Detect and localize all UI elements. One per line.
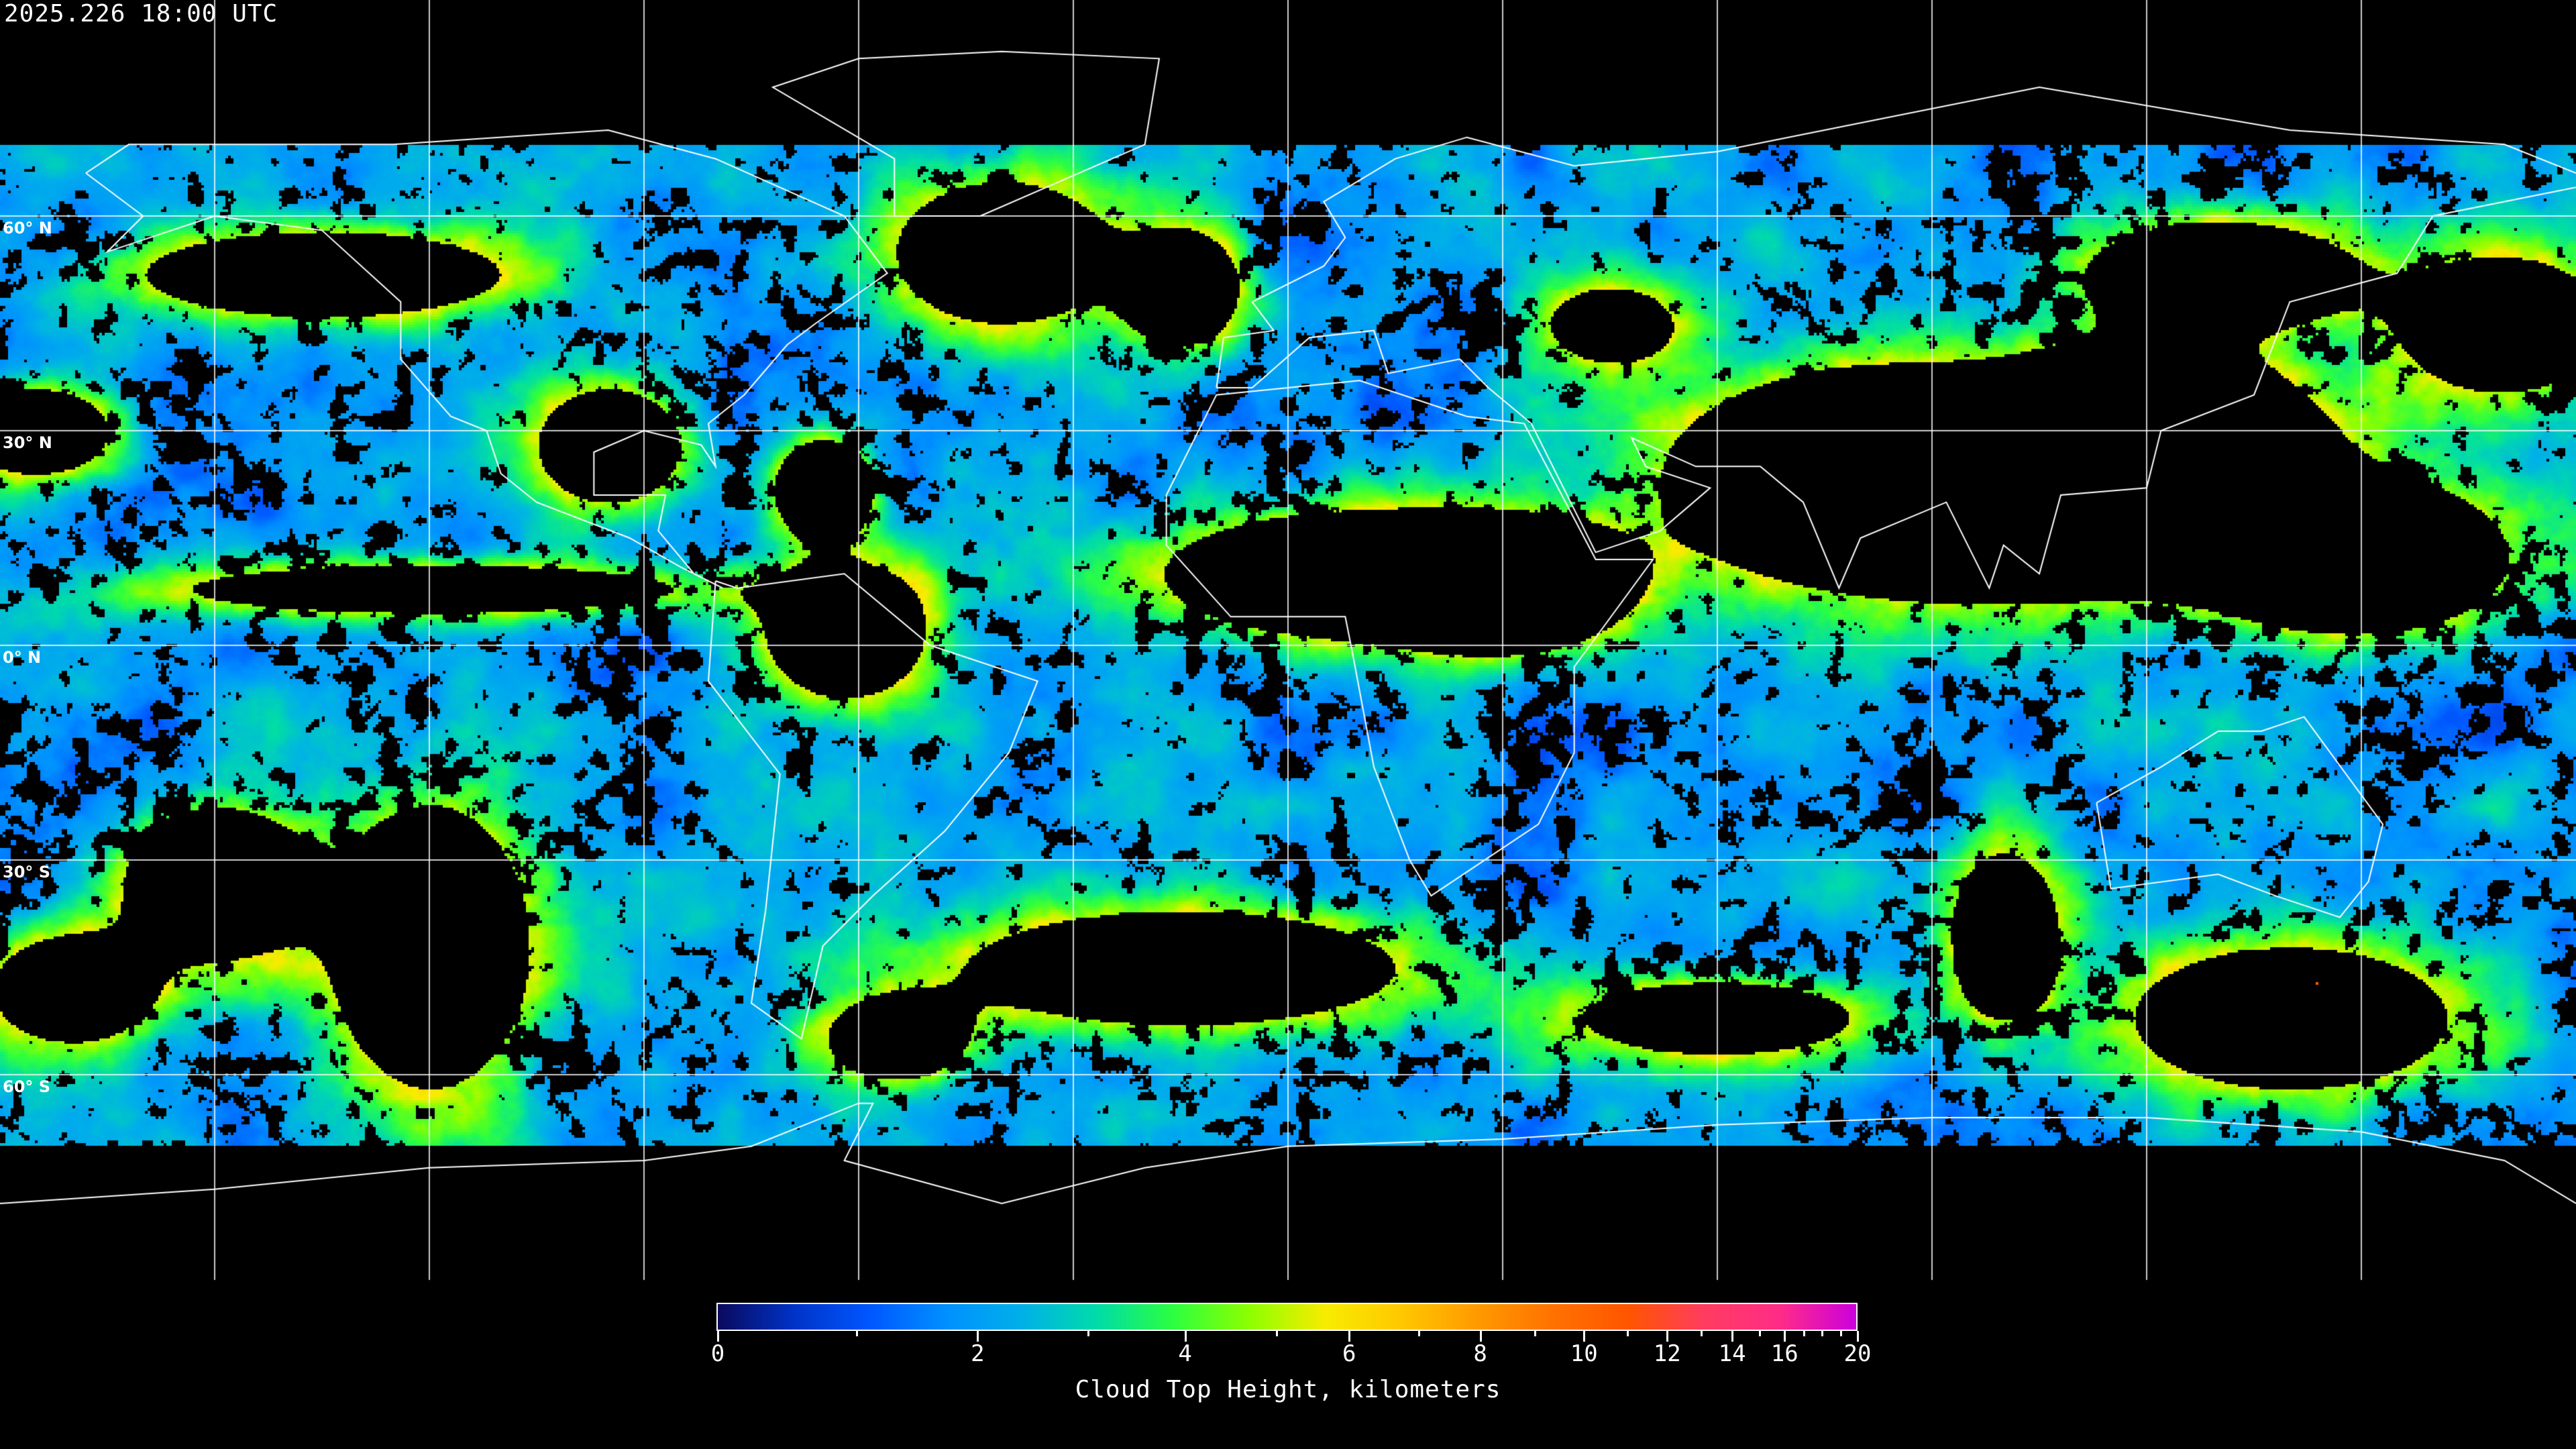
colorbar-tick-label: 16 — [1770, 1340, 1799, 1367]
colorbar-minor-tick — [1701, 1331, 1703, 1336]
colorbar-tick-label: 10 — [1570, 1340, 1598, 1367]
colorbar-major-tick — [717, 1331, 719, 1342]
latitude-label: 60° S — [3, 1077, 51, 1096]
colorbar-tick-label: 12 — [1653, 1340, 1681, 1367]
colorbar-minor-tick — [1839, 1331, 1842, 1336]
colorbar-minor-tick — [1275, 1331, 1278, 1336]
colorbar-major-tick — [1857, 1331, 1859, 1342]
latitude-label: 30° S — [3, 863, 51, 881]
latitude-label: 30° N — [3, 433, 52, 452]
latitude-label: 0° N — [3, 648, 42, 667]
colorbar-minor-tick — [856, 1331, 859, 1336]
colorbar-tick-label: 6 — [1342, 1340, 1356, 1367]
colorbar-major-tick — [1479, 1331, 1482, 1342]
colorbar-minor-tick — [1087, 1331, 1090, 1336]
colorbar — [716, 1303, 1858, 1331]
colorbar-minor-tick — [1417, 1331, 1420, 1336]
colorbar-tick-label: 2 — [971, 1340, 985, 1367]
colorbar-tick-label: 0 — [710, 1340, 725, 1367]
colorbar-title: Cloud Top Height, kilometers — [1075, 1376, 1501, 1403]
colorbar-minor-tick — [1534, 1331, 1537, 1336]
cloud-top-height-map — [0, 0, 2576, 1288]
colorbar-minor-tick — [1821, 1331, 1824, 1336]
colorbar-tick-label: 8 — [1473, 1340, 1487, 1367]
colorbar-major-tick — [1184, 1331, 1187, 1342]
colorbar-major-tick — [1348, 1331, 1351, 1342]
colorbar-minor-tick — [1758, 1331, 1761, 1336]
colorbar-major-tick — [1666, 1331, 1669, 1342]
latitude-label: 60° N — [3, 219, 52, 237]
colorbar-major-tick — [977, 1331, 979, 1342]
colorbar-major-tick — [1583, 1331, 1586, 1342]
colorbar-tick-label: 20 — [1843, 1340, 1872, 1367]
colorbar-major-tick — [1784, 1331, 1786, 1342]
colorbar-tick-label: 4 — [1178, 1340, 1192, 1367]
colorbar-minor-tick — [1803, 1331, 1806, 1336]
timestamp: 2025.226 18:00 UTC — [4, 0, 278, 28]
colorbar-tick-label: 14 — [1718, 1340, 1746, 1367]
colorbar-minor-tick — [1626, 1331, 1629, 1336]
colorbar-major-tick — [1731, 1331, 1734, 1342]
